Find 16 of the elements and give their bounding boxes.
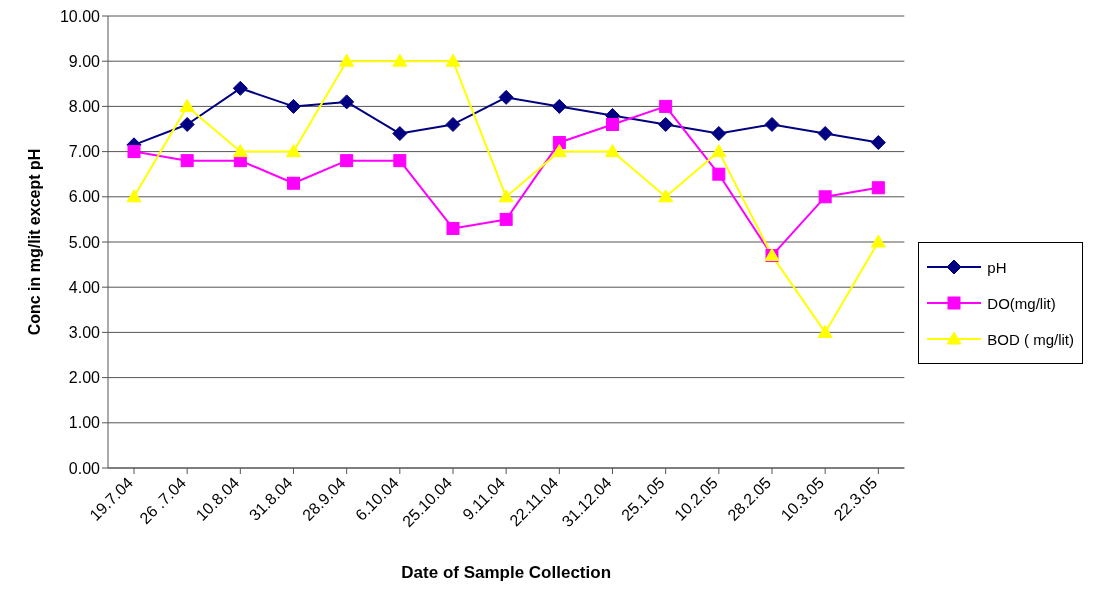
y-axis-title: Conc in mg/lit except pH <box>25 148 43 336</box>
x-axis-title: Date of Sample Collection <box>401 563 612 582</box>
y-tick-label: 6.00 <box>68 188 101 206</box>
y-tick-label: 3.00 <box>68 324 101 342</box>
y-tick-label: 0.00 <box>68 459 101 477</box>
y-tick-label: 4.00 <box>68 278 101 296</box>
y-tick-label: 5.00 <box>68 233 101 251</box>
y-tick-label: 2.00 <box>68 369 101 387</box>
legend-label: pH <box>987 258 1007 276</box>
y-tick-label: 1.00 <box>68 414 101 432</box>
y-tick-label: 7.00 <box>68 143 101 161</box>
legend-label: DO(mg/lit) <box>987 294 1056 312</box>
legend-label: BOD ( mg/lit) <box>987 330 1074 348</box>
y-tick-label: 8.00 <box>68 98 101 116</box>
y-tick-label: 10.00 <box>59 7 101 25</box>
y-tick-label: 9.00 <box>68 52 101 70</box>
